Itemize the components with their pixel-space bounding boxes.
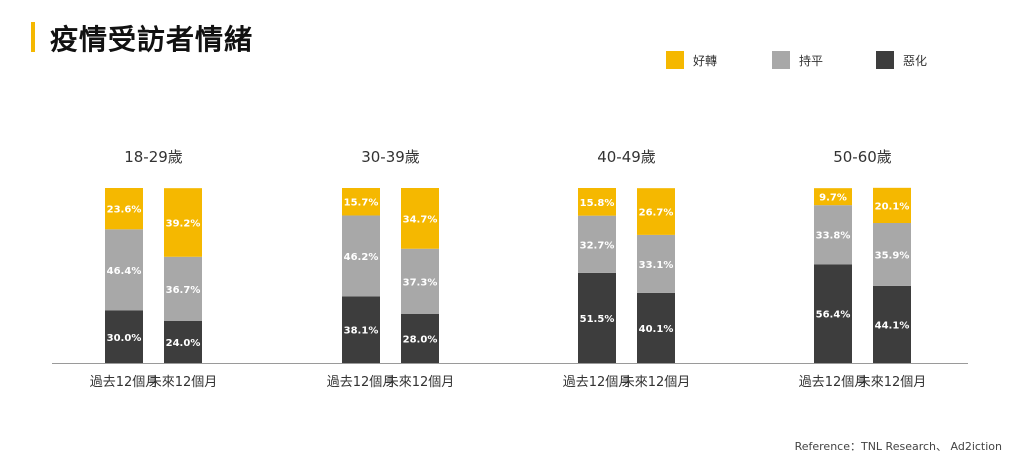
bar-segment-same — [637, 234, 675, 293]
legend-swatch-worse — [876, 51, 894, 69]
x-tick-label: 過去12個月 — [327, 375, 396, 390]
legend-item-better: 好轉 — [666, 50, 717, 70]
data-label-same: 35.9% — [875, 250, 910, 261]
bar-segment-better — [164, 188, 202, 257]
bar-segment-worse — [873, 285, 911, 363]
bar-segment-same — [578, 215, 616, 273]
bar-segment-same — [164, 256, 202, 321]
x-tick-label: 未來12個月 — [386, 375, 455, 390]
x-tick-label: 未來12個月 — [149, 375, 218, 390]
data-label-same: 46.2% — [344, 252, 379, 263]
data-label-better: 15.8% — [580, 198, 615, 209]
bar-segment-worse — [814, 264, 852, 363]
age-group-label: 30-39歲 — [361, 148, 420, 166]
data-label-better: 9.7% — [819, 193, 847, 204]
data-label-worse: 24.0% — [166, 338, 201, 349]
data-label-better: 26.7% — [639, 208, 674, 219]
age-group-label: 40-49歲 — [597, 148, 656, 166]
data-label-same: 33.1% — [639, 260, 674, 271]
data-label-worse: 56.4% — [816, 310, 851, 321]
data-label-better: 15.7% — [344, 198, 379, 209]
data-label-better: 20.1% — [875, 201, 910, 212]
bar-segment-better — [105, 188, 143, 230]
bar-segment-same — [873, 223, 911, 286]
legend: 好轉 持平 惡化 — [0, 0, 1024, 90]
bar-segment-same — [342, 215, 380, 297]
data-label-better: 34.7% — [403, 214, 438, 225]
data-label-same: 32.7% — [580, 240, 615, 251]
x-tick-label: 未來12個月 — [622, 375, 691, 390]
legend-swatch-same — [772, 51, 790, 69]
data-label-worse: 44.1% — [875, 320, 910, 331]
age-group-label: 50-60歲 — [833, 148, 892, 166]
x-tick-label: 過去12個月 — [799, 375, 868, 390]
data-label-worse: 38.1% — [344, 326, 379, 337]
age-group-label: 18-29歲 — [124, 148, 183, 166]
data-label-same: 46.4% — [107, 266, 142, 277]
legend-swatch-better — [666, 51, 684, 69]
bar-segment-better — [342, 188, 380, 216]
data-label-worse: 30.0% — [107, 333, 142, 344]
data-label-same: 37.3% — [403, 277, 438, 288]
x-tick-label: 過去12個月 — [563, 375, 632, 390]
legend-label-better: 好轉 — [693, 53, 718, 68]
data-label-worse: 28.0% — [403, 335, 438, 346]
bar-segment-same — [401, 248, 439, 314]
page-title: 疫情受訪者情緒 — [50, 23, 254, 56]
bar-segment-worse — [342, 296, 380, 363]
bar-segment-worse — [164, 321, 202, 363]
legend-label-worse: 惡化 — [903, 53, 928, 68]
data-label-same: 33.8% — [816, 231, 851, 242]
data-label-better: 23.6% — [107, 205, 142, 216]
bar-segment-worse — [578, 272, 616, 363]
bar-segment-better — [401, 188, 439, 249]
title-accent-bar — [31, 22, 35, 52]
bar-segment-same — [105, 229, 143, 311]
data-label-worse: 51.5% — [580, 314, 615, 325]
bar-segment-worse — [401, 314, 439, 363]
bar-segment-better — [578, 188, 616, 216]
bar-segment-better — [873, 187, 911, 223]
data-label-better: 39.2% — [166, 218, 201, 229]
bar-segment-same — [814, 205, 852, 265]
legend-label-same: 持平 — [799, 53, 824, 68]
data-label-worse: 40.1% — [639, 324, 674, 335]
bar-segment-better — [814, 188, 852, 206]
bar-segment-worse — [637, 292, 675, 363]
bar-segment-better — [637, 188, 675, 235]
x-tick-label: 過去12個月 — [90, 375, 159, 390]
legend-item-worse: 惡化 — [876, 50, 927, 70]
reference-footer: Reference：TNL Research、 Ad2iction — [794, 440, 1002, 453]
legend-item-same: 持平 — [772, 50, 823, 70]
data-label-same: 36.7% — [166, 285, 201, 296]
x-tick-label: 未來12個月 — [858, 375, 927, 390]
bar-segment-worse — [105, 310, 143, 363]
